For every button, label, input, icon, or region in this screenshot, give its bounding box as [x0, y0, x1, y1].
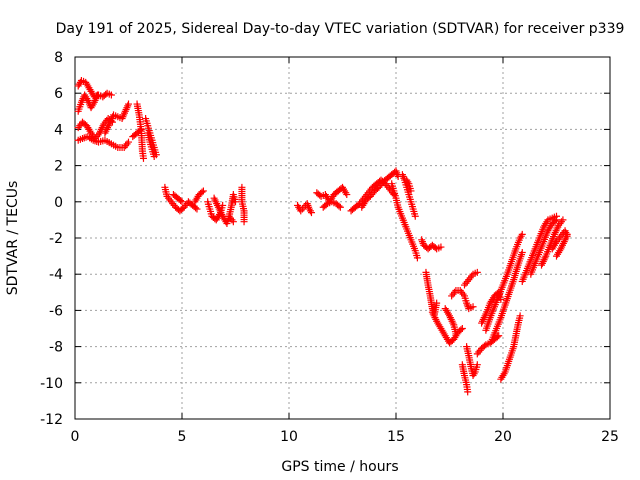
data-point	[177, 197, 185, 205]
data-point	[495, 332, 503, 340]
data-point	[136, 127, 144, 135]
x-tick-label: 0	[71, 429, 80, 445]
data-point	[551, 217, 559, 225]
data-point	[452, 330, 460, 338]
data-point	[93, 91, 101, 99]
data-point	[178, 198, 186, 206]
data-point	[139, 154, 147, 162]
chart-title: Day 191 of 2025, Sidereal Day-to-day VTE…	[56, 21, 625, 37]
data-point	[458, 325, 466, 332]
data-point	[336, 203, 344, 211]
data-point	[559, 216, 567, 224]
data-point	[553, 216, 560, 224]
x-tick-label: 10	[280, 429, 298, 445]
data-point	[229, 218, 237, 226]
data-point	[413, 254, 421, 262]
y-tick-label: 2	[54, 159, 63, 175]
y-tick-label: -12	[40, 412, 63, 428]
data-point	[469, 303, 477, 311]
data-point	[473, 361, 481, 369]
y-tick-label: -2	[49, 231, 63, 247]
data-point	[497, 296, 505, 304]
data-point	[137, 125, 145, 133]
y-tick-label: 8	[54, 50, 63, 66]
data-points	[74, 77, 571, 396]
data-point	[198, 188, 206, 196]
y-tick-label: -10	[40, 376, 63, 392]
data-point	[307, 209, 315, 217]
x-tick-label: 5	[178, 429, 187, 445]
data-point	[518, 230, 526, 238]
x-axis-label: GPS time / hours	[281, 459, 398, 475]
axis-ticks: 0 5 10 15 20 25 -12 -10 -8 -6 -4 -2 0 2 4 6 8	[40, 50, 619, 445]
data-point	[322, 201, 330, 209]
x-tick-label: 20	[494, 429, 512, 445]
data-point	[457, 326, 465, 334]
data-point	[125, 138, 132, 146]
data-point	[464, 388, 472, 396]
data-point	[240, 218, 248, 226]
data-point	[199, 187, 207, 195]
data-point	[516, 312, 524, 320]
data-point	[150, 153, 158, 161]
data-point	[192, 204, 200, 212]
x-tick-label: 25	[601, 429, 619, 445]
data-point	[107, 91, 115, 99]
data-point	[563, 230, 571, 238]
data-point	[473, 268, 481, 276]
data-point	[480, 342, 488, 350]
data-point	[125, 100, 132, 108]
y-tick-label: 0	[54, 195, 63, 211]
data-point	[407, 187, 415, 195]
data-point	[193, 205, 201, 213]
data-point	[232, 198, 239, 206]
y-tick-label: -8	[49, 340, 63, 356]
data-point	[518, 248, 526, 256]
y-axis-label: SDTVAR / TECUs	[5, 181, 21, 296]
data-point	[411, 212, 419, 220]
data-point	[343, 191, 351, 199]
y-tick-label: 4	[54, 122, 63, 138]
data-point	[437, 243, 445, 251]
x-tick-label: 15	[387, 429, 405, 445]
data-point	[335, 202, 343, 210]
y-tick-label: -6	[49, 303, 63, 319]
y-tick-label: 6	[54, 86, 63, 102]
y-tick-label: -4	[49, 267, 63, 283]
data-point	[433, 299, 441, 307]
